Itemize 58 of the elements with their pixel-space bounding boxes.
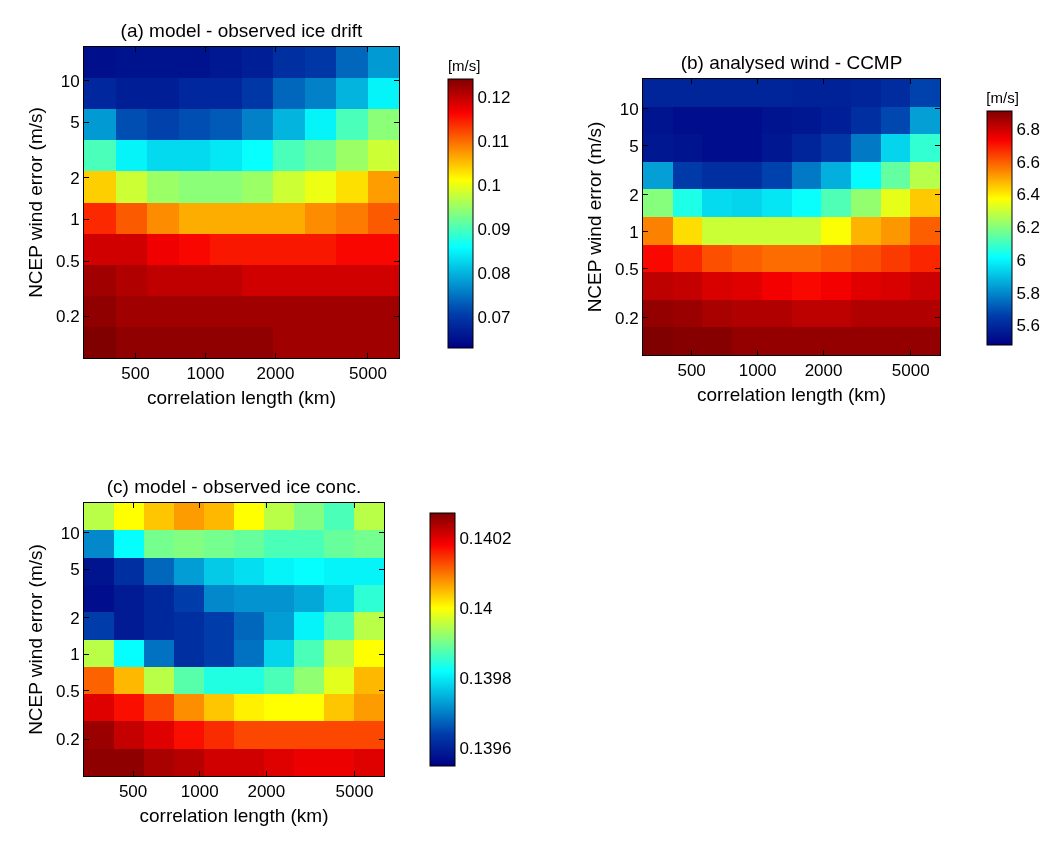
color-bar-label: 0.1402 [459,528,512,548]
chart-title: (b) analysed wind - CCMP [680,52,903,73]
y-tick-label: 2 [70,608,80,628]
color-bar-title: [m/s] [986,88,1019,106]
y-tick-label: 0.2 [614,308,639,328]
chart-title: (a) model - observed ice drift [120,20,364,41]
y-tick-label: 5 [70,560,80,580]
y-tick-label: 10 [619,99,639,119]
y-tick-label: 2 [629,185,639,205]
x-tick-label: 5000 [349,364,387,384]
color-bar-label: 0.09 [477,219,511,239]
color-bar-label: 0.07 [477,308,511,328]
color-bar-label: 6.8 [1016,119,1041,139]
x-tick-label: 2000 [247,782,286,802]
y-tick-label: 10 [60,71,80,91]
y-tick-label: 0.2 [55,307,80,327]
x-tick-label: 5000 [335,782,374,802]
y-tick-label: 0.5 [614,259,639,279]
color-bar-label: 0.11 [477,131,510,151]
color-bar-label: 0.08 [477,263,511,283]
y-axis-title: NCEP wind error (m/s) [583,121,605,313]
x-tick-label: 500 [677,361,706,381]
x-axis-title: correlation length (km) [146,387,337,409]
chart-title: (c) model - observed ice conc. [106,476,362,497]
color-bar-label: 0.1398 [459,669,512,689]
x-tick-label: 2000 [804,361,843,381]
color-bar-label: 5.8 [1016,283,1041,303]
y-tick-label: 5 [70,113,80,133]
color-bar-label: 5.6 [1016,316,1041,336]
color-bar-label: 0.14 [459,598,493,618]
x-tick-label: 1000 [738,361,777,381]
y-tick-label: 5 [629,136,639,156]
color-bar-label: 6.6 [1016,152,1041,172]
y-tick-label: 10 [60,523,80,543]
y-tick-label: 1 [629,222,639,242]
y-axis-title: NCEP wind error (m/s) [24,107,46,298]
y-tick-label: 1 [70,645,80,665]
color-bar-label: 0.12 [477,87,511,107]
x-axis-title: correlation length (km) [696,384,887,406]
x-axis-title: correlation length (km) [139,805,329,827]
color-bar-label: 0.1396 [459,739,512,759]
color-bar-label: 6 [1016,250,1026,270]
color-bar-title: [m/s] [447,56,481,74]
y-tick-label: 0.2 [55,730,80,750]
x-tick-label: 500 [121,364,150,384]
x-tick-label: 1000 [180,782,219,802]
y-axis-title: NCEP wind error (m/s) [24,544,46,735]
x-tick-label: 500 [118,782,148,802]
x-tick-label: 1000 [186,364,225,384]
y-tick-label: 2 [70,168,80,188]
y-tick-label: 1 [70,210,80,230]
y-tick-label: 0.5 [55,252,80,272]
x-tick-label: 2000 [256,364,295,384]
y-tick-label: 0.5 [55,681,80,701]
x-tick-label: 5000 [891,361,930,381]
color-bar-label: 0.1 [477,175,502,195]
color-bar-label: 6.4 [1016,185,1041,205]
color-bar-label: 6.2 [1016,218,1041,238]
